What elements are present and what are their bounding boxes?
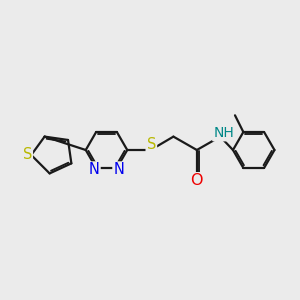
Text: S: S: [22, 147, 32, 162]
Text: NH: NH: [213, 126, 234, 140]
Text: N: N: [89, 163, 100, 178]
Text: S: S: [147, 137, 156, 152]
Text: O: O: [190, 173, 203, 188]
Text: N: N: [113, 163, 124, 178]
